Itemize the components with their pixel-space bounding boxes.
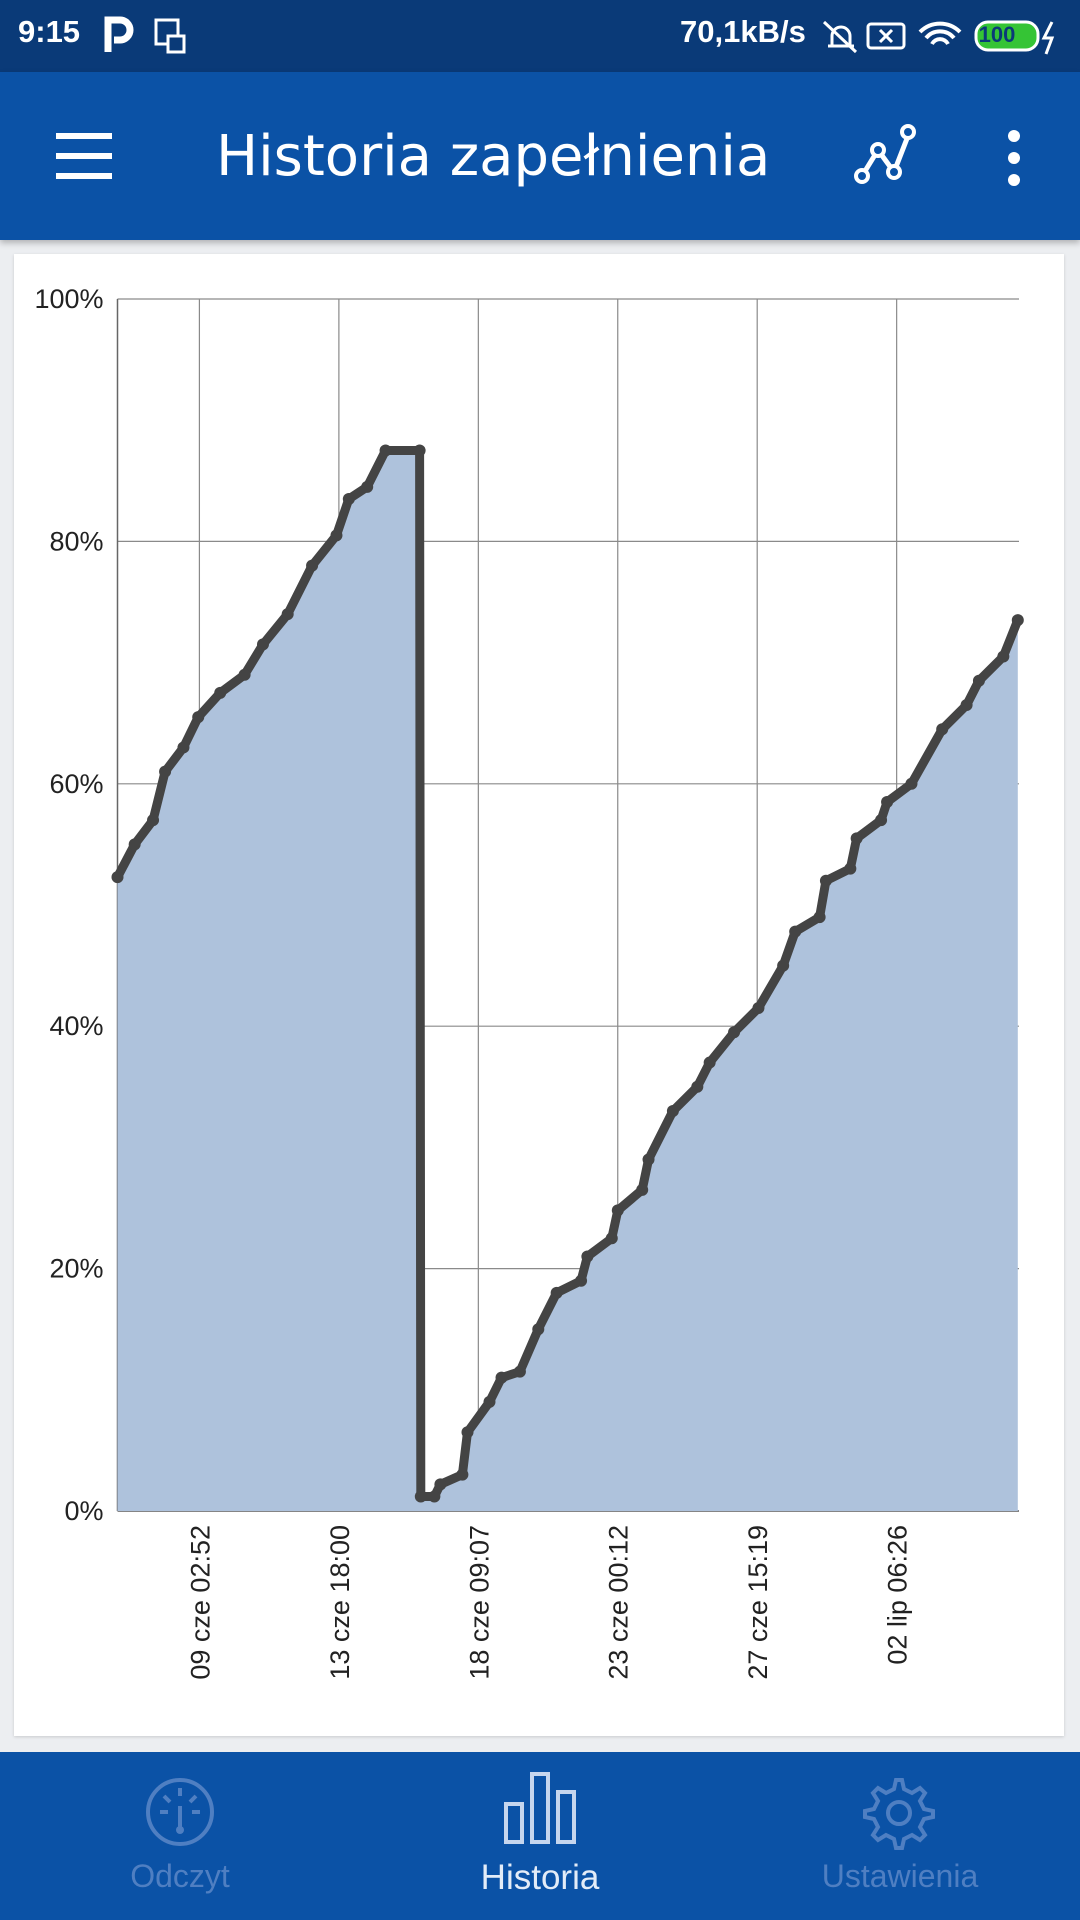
nav-item[interactable]: Ustawienia [821,1858,979,1894]
data-point [611,1204,624,1217]
data-point [666,1105,679,1118]
x-tick-label: 23 cze 00:12 [604,1525,634,1680]
data-point [972,674,985,687]
data-point [361,480,374,493]
bars-icon [504,1772,576,1844]
screen-title: Historia zapełnienia [216,124,771,189]
status-right-icons [822,20,1055,55]
data-point [813,911,826,924]
nav-item-active[interactable]: Historia [480,1858,600,1897]
y-tick-label: 60% [49,769,103,799]
data-point [605,1232,618,1245]
gear-icon [863,1778,935,1850]
battery-label: 100 [979,22,1016,47]
data-point [495,1371,508,1384]
status-bar: 9:15 70,1kB/s 100 [0,0,1080,72]
chart-mode-button[interactable] [852,122,918,188]
data-point [532,1323,545,1336]
data-point [379,444,392,457]
data-point [575,1274,588,1287]
data-point [147,814,160,827]
data-point [159,765,172,778]
chart: 0% 20% 40% 60% 80% 100% 09 cze 02:52 13 cze 18:… [34,284,1024,1680]
nav-item[interactable]: Odczyt [130,1858,230,1894]
data-point [513,1365,526,1378]
data-point [192,711,205,724]
data-point [456,1468,469,1481]
data-point [881,795,894,808]
data-point [997,650,1010,663]
data-point [777,959,790,972]
data-point [461,1426,474,1439]
data-point [819,874,832,887]
y-tick-label: 0% [64,1496,103,1526]
data-point [428,1490,441,1503]
data-point [936,723,949,736]
status-icons [104,16,186,54]
overflow-menu[interactable] [1000,128,1028,188]
data-point [691,1080,704,1093]
data-point [413,444,426,457]
data-point [342,492,355,505]
data-point [728,1026,741,1039]
net-speed: 70,1kB/s [680,14,806,49]
data-point [330,529,343,542]
y-tick-label: 40% [49,1011,103,1041]
data-point [581,1250,594,1263]
data-point [844,862,857,875]
bottom-nav: Odczyt Historia Ustawienia [0,1752,1080,1920]
data-point [550,1286,563,1299]
area-fill [117,450,1018,1511]
menu-button[interactable] [54,132,114,182]
y-tick-label: 80% [49,526,103,556]
x-tick-label: 02 lip 06:26 [883,1525,913,1665]
y-tick-label: 100% [34,284,103,314]
x-tick-label: 13 cze 18:00 [325,1525,355,1680]
data-point [875,814,888,827]
battery-level: 100 [979,22,1016,47]
data-point [642,1153,655,1166]
y-tick-label: 20% [49,1254,103,1284]
data-point [752,1002,765,1015]
data-point [636,1183,649,1196]
data-point [238,668,251,681]
data-point [850,832,863,845]
data-point [703,1056,716,1069]
data-point [111,871,124,884]
data-point [306,559,319,572]
data-point [214,686,227,699]
data-point [414,1490,427,1503]
data-point [905,777,918,790]
x-tick-label: 27 cze 15:19 [743,1525,773,1680]
data-point [281,608,294,621]
gauge-icon [146,1778,214,1846]
data-point [434,1478,447,1491]
data-point [177,741,190,754]
x-tick-label: 18 cze 09:07 [464,1525,494,1680]
data-point [256,638,269,651]
data-point [483,1395,496,1408]
data-point [789,925,802,938]
app-bar: Historia zapełnienia [0,72,1080,240]
clock: 9:15 [18,14,81,49]
data-point [128,838,141,851]
data-point [960,699,973,712]
data-point [1011,614,1024,627]
chart-card: 0% 20% 40% 60% 80% 100% 09 cze 02:52 13 cze 18:… [14,254,1064,1736]
x-tick-label: 09 cze 02:52 [185,1525,215,1680]
